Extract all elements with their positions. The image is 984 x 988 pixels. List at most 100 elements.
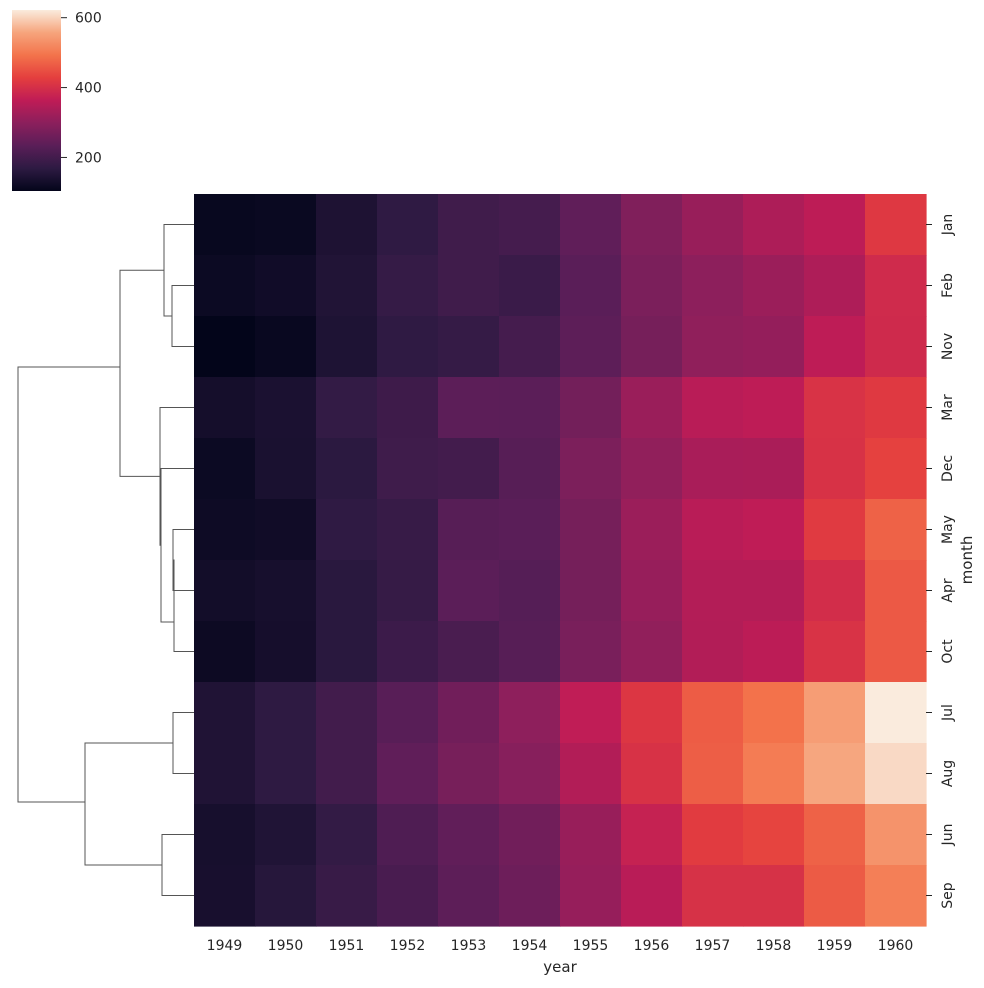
heatmap-cell-Jan-1958 <box>743 194 805 256</box>
x-tick-label-1960: 1960 <box>878 938 914 954</box>
heatmap-cell-May-1959 <box>804 499 866 561</box>
heatmap-cell-Sep-1950 <box>255 865 317 927</box>
heatmap-cell-Jun-1949 <box>194 804 256 866</box>
heatmap-cell-Oct-1959 <box>804 621 866 683</box>
heatmap-cell-Jun-1952 <box>377 804 439 866</box>
heatmap-cell-Jan-1955 <box>560 194 622 256</box>
heatmap-cell-Jan-1952 <box>377 194 439 256</box>
heatmap-cell-Mar-1950 <box>255 377 317 439</box>
heatmap-cell-Apr-1959 <box>804 560 866 622</box>
x-tick-label-1956: 1956 <box>634 938 670 954</box>
heatmap-cell-Jun-1954 <box>499 804 561 866</box>
heatmap-cell-Nov-1958 <box>743 316 805 378</box>
heatmap-cell-Sep-1954 <box>499 865 561 927</box>
x-tick-label-1957: 1957 <box>695 938 731 954</box>
heatmap-cell-Nov-1956 <box>621 316 683 378</box>
heatmap-cell-Mar-1954 <box>499 377 561 439</box>
heatmap-cell-Sep-1951 <box>316 865 378 927</box>
heatmap-cell-Sep-1955 <box>560 865 622 927</box>
heatmap-cell-Mar-1953 <box>438 377 500 439</box>
heatmap-cell-Mar-1960 <box>865 377 927 439</box>
heatmap-cell-Nov-1954 <box>499 316 561 378</box>
heatmap-cell-Feb-1960 <box>865 255 927 317</box>
heatmap-cell-Feb-1950 <box>255 255 317 317</box>
y-tick-label-Dec: Dec <box>940 455 956 482</box>
y-tick-label-Jan: Jan <box>940 214 956 237</box>
heatmap-cell-Jan-1959 <box>804 194 866 256</box>
heatmap-cell-May-1954 <box>499 499 561 561</box>
heatmap-cell-Aug-1954 <box>499 743 561 805</box>
heatmap-cell-Jul-1960 <box>865 682 927 744</box>
heatmap-cell-Aug-1955 <box>560 743 622 805</box>
heatmap-cell-Oct-1954 <box>499 621 561 683</box>
heatmap-cell-Jan-1953 <box>438 194 500 256</box>
heatmap-cell-Jun-1953 <box>438 804 500 866</box>
heatmap-cell-Nov-1950 <box>255 316 317 378</box>
heatmap-cell-Feb-1953 <box>438 255 500 317</box>
heatmap-cell-Apr-1956 <box>621 560 683 622</box>
heatmap-cell-Apr-1952 <box>377 560 439 622</box>
heatmap-cell-Nov-1952 <box>377 316 439 378</box>
heatmap-cell-Sep-1956 <box>621 865 683 927</box>
heatmap-cell-Nov-1959 <box>804 316 866 378</box>
dendrogram-link <box>84 742 173 866</box>
heatmap-cell-Jul-1955 <box>560 682 622 744</box>
heatmap-cell-Nov-1951 <box>316 316 378 378</box>
x-tick-label-1949: 1949 <box>207 938 243 954</box>
x-tick-label-1952: 1952 <box>390 938 426 954</box>
heatmap-cell-Mar-1949 <box>194 377 256 439</box>
y-tick-label-Oct: Oct <box>940 639 956 664</box>
heatmap-cell-Nov-1953 <box>438 316 500 378</box>
dendrogram-link <box>160 468 194 623</box>
heatmap-cell-Dec-1957 <box>682 438 744 500</box>
heatmap-cell-Aug-1953 <box>438 743 500 805</box>
heatmap-cell-Apr-1949 <box>194 560 256 622</box>
heatmap-cell-Mar-1955 <box>560 377 622 439</box>
heatmap-cell-Oct-1955 <box>560 621 622 683</box>
dendrogram-link <box>163 224 194 317</box>
heatmap-cell-Jan-1960 <box>865 194 927 256</box>
heatmap-cell-Jun-1955 <box>560 804 622 866</box>
heatmap-cell-Sep-1960 <box>865 865 927 927</box>
heatmap-cell-Jul-1959 <box>804 682 866 744</box>
heatmap-cell-Oct-1950 <box>255 621 317 683</box>
heatmap-cell-Jun-1960 <box>865 804 927 866</box>
heatmap-cell-Feb-1956 <box>621 255 683 317</box>
colorbar-tick-label: 400 <box>75 81 102 97</box>
heatmap-cell-Aug-1956 <box>621 743 683 805</box>
heatmap-cell-Dec-1958 <box>743 438 805 500</box>
y-tick-label-Nov: Nov <box>940 333 956 360</box>
dendrogram-link <box>17 366 120 803</box>
heatmap-cell-Apr-1951 <box>316 560 378 622</box>
heatmap-cell-Oct-1958 <box>743 621 805 683</box>
y-tick-label-Mar: Mar <box>940 394 956 421</box>
heatmap-cell-Jul-1954 <box>499 682 561 744</box>
x-tick-label-1958: 1958 <box>756 938 792 954</box>
heatmap-cell-May-1950 <box>255 499 317 561</box>
heatmap-cell-Dec-1950 <box>255 438 317 500</box>
colorbar-gradient <box>12 10 61 191</box>
y-tick-label-Sep: Sep <box>940 882 956 909</box>
heatmap-cell-May-1956 <box>621 499 683 561</box>
dendrogram-link <box>172 712 194 774</box>
heatmap-cell-Apr-1950 <box>255 560 317 622</box>
heatmap-cell-Jul-1957 <box>682 682 744 744</box>
heatmap-cell-Feb-1957 <box>682 255 744 317</box>
heatmap-cell-Feb-1952 <box>377 255 439 317</box>
heatmap-cell-Sep-1952 <box>377 865 439 927</box>
heatmap-grid <box>194 194 927 927</box>
heatmap-cell-May-1960 <box>865 499 927 561</box>
heatmap-cell-Oct-1956 <box>621 621 683 683</box>
heatmap-cell-Mar-1952 <box>377 377 439 439</box>
heatmap-cell-Apr-1960 <box>865 560 927 622</box>
y-tick-label-Apr: Apr <box>940 578 956 602</box>
heatmap-cell-Jul-1958 <box>743 682 805 744</box>
dendrogram-link <box>161 834 194 896</box>
heatmap-cell-Nov-1955 <box>560 316 622 378</box>
x-axis-tick-labels: 1949 1950 1951 1952 1953 1954 1955 1956 1957 1958… <box>207 938 914 954</box>
heatmap-cell-Oct-1960 <box>865 621 927 683</box>
heatmap-cell-Jun-1957 <box>682 804 744 866</box>
heatmap-cell-Aug-1957 <box>682 743 744 805</box>
heatmap-cell-Sep-1958 <box>743 865 805 927</box>
